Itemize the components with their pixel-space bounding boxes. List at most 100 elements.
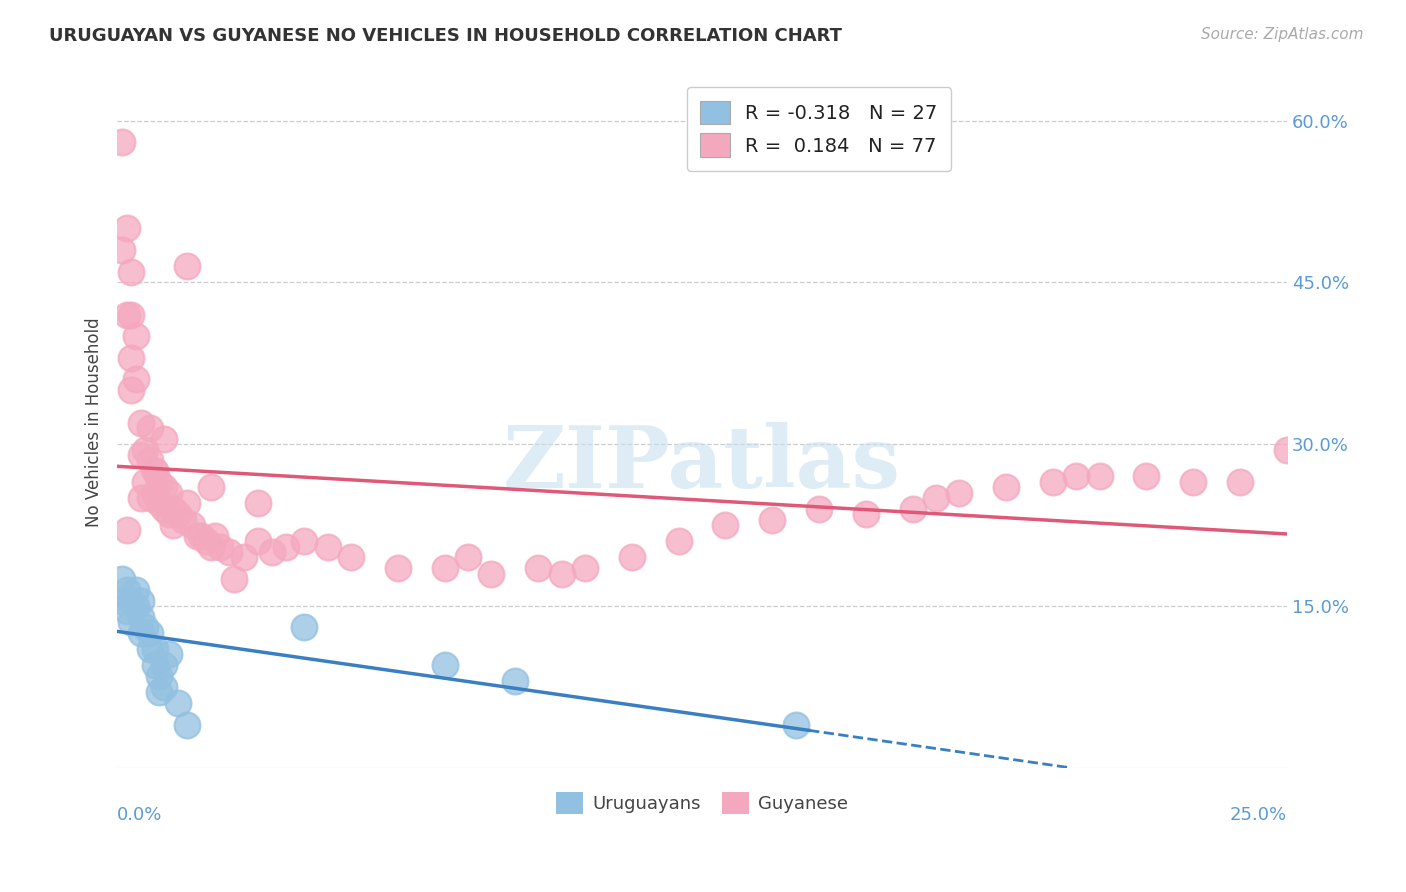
Point bbox=[134, 620, 156, 634]
Point bbox=[200, 480, 222, 494]
Point bbox=[855, 508, 877, 522]
Point bbox=[292, 534, 315, 549]
Point bbox=[157, 485, 180, 500]
Point bbox=[714, 518, 737, 533]
Point bbox=[761, 513, 783, 527]
Point bbox=[120, 615, 142, 629]
Point bbox=[148, 685, 170, 699]
Point bbox=[218, 545, 240, 559]
Point bbox=[176, 259, 198, 273]
Point bbox=[195, 534, 218, 549]
Point bbox=[153, 658, 176, 673]
Point bbox=[574, 561, 596, 575]
Point bbox=[1088, 469, 1111, 483]
Point bbox=[167, 508, 190, 522]
Point bbox=[186, 529, 208, 543]
Point bbox=[134, 442, 156, 457]
Point bbox=[1042, 475, 1064, 489]
Point bbox=[387, 561, 409, 575]
Point bbox=[111, 572, 134, 586]
Point bbox=[139, 626, 162, 640]
Point bbox=[143, 485, 166, 500]
Point bbox=[153, 680, 176, 694]
Point bbox=[120, 264, 142, 278]
Point bbox=[246, 534, 269, 549]
Point bbox=[120, 593, 142, 607]
Point bbox=[153, 480, 176, 494]
Y-axis label: No Vehicles in Household: No Vehicles in Household bbox=[86, 318, 103, 527]
Point bbox=[190, 529, 212, 543]
Point bbox=[340, 550, 363, 565]
Point bbox=[200, 540, 222, 554]
Point bbox=[209, 540, 232, 554]
Point bbox=[148, 669, 170, 683]
Point bbox=[153, 432, 176, 446]
Point bbox=[162, 518, 184, 533]
Point bbox=[129, 491, 152, 505]
Point bbox=[143, 658, 166, 673]
Point bbox=[620, 550, 643, 565]
Point bbox=[785, 717, 807, 731]
Point bbox=[550, 566, 572, 581]
Point bbox=[139, 453, 162, 467]
Text: 25.0%: 25.0% bbox=[1230, 805, 1286, 823]
Point bbox=[433, 561, 456, 575]
Point bbox=[125, 599, 148, 613]
Point bbox=[901, 501, 924, 516]
Point bbox=[111, 593, 134, 607]
Point bbox=[115, 524, 138, 538]
Point bbox=[224, 572, 246, 586]
Point bbox=[143, 464, 166, 478]
Point bbox=[274, 540, 297, 554]
Point bbox=[125, 372, 148, 386]
Point bbox=[134, 475, 156, 489]
Point bbox=[157, 508, 180, 522]
Point bbox=[204, 529, 226, 543]
Point bbox=[176, 717, 198, 731]
Point bbox=[111, 135, 134, 149]
Point bbox=[527, 561, 550, 575]
Point bbox=[129, 609, 152, 624]
Point bbox=[148, 475, 170, 489]
Point bbox=[115, 221, 138, 235]
Point bbox=[172, 513, 194, 527]
Point bbox=[125, 582, 148, 597]
Point bbox=[668, 534, 690, 549]
Point bbox=[260, 545, 283, 559]
Point bbox=[125, 329, 148, 343]
Point bbox=[139, 491, 162, 505]
Text: 0.0%: 0.0% bbox=[117, 805, 163, 823]
Point bbox=[129, 626, 152, 640]
Point bbox=[143, 642, 166, 657]
Point bbox=[143, 464, 166, 478]
Point bbox=[433, 658, 456, 673]
Point bbox=[925, 491, 948, 505]
Point bbox=[139, 642, 162, 657]
Point bbox=[139, 421, 162, 435]
Point bbox=[246, 496, 269, 510]
Point bbox=[157, 648, 180, 662]
Point bbox=[129, 448, 152, 462]
Point bbox=[1066, 469, 1088, 483]
Point bbox=[232, 550, 254, 565]
Point bbox=[948, 485, 970, 500]
Point bbox=[120, 308, 142, 322]
Point bbox=[176, 496, 198, 510]
Point bbox=[316, 540, 339, 554]
Point bbox=[153, 501, 176, 516]
Point bbox=[807, 501, 830, 516]
Point bbox=[292, 620, 315, 634]
Point bbox=[115, 604, 138, 618]
Point bbox=[181, 518, 204, 533]
Point bbox=[129, 593, 152, 607]
Point bbox=[120, 351, 142, 365]
Point bbox=[129, 416, 152, 430]
Point bbox=[1182, 475, 1205, 489]
Point bbox=[481, 566, 503, 581]
Point bbox=[115, 308, 138, 322]
Point bbox=[115, 582, 138, 597]
Point bbox=[457, 550, 479, 565]
Point bbox=[111, 243, 134, 257]
Legend: Uruguayans, Guyanese: Uruguayans, Guyanese bbox=[548, 784, 855, 821]
Text: URUGUAYAN VS GUYANESE NO VEHICLES IN HOUSEHOLD CORRELATION CHART: URUGUAYAN VS GUYANESE NO VEHICLES IN HOU… bbox=[49, 27, 842, 45]
